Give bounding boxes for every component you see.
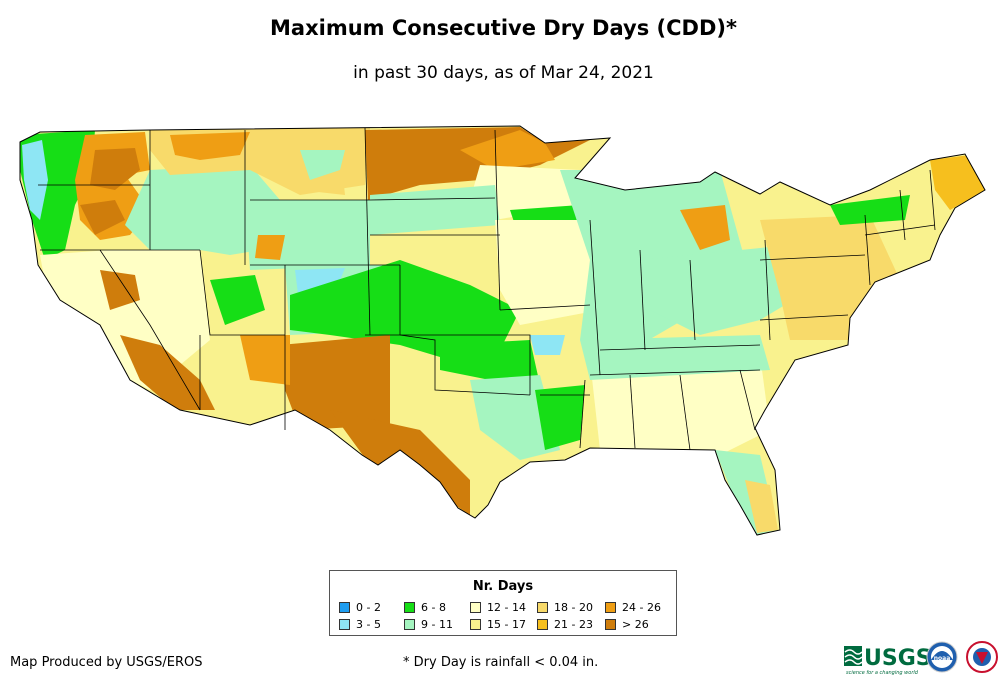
- dry-day-footnote: * Dry Day is rainfall < 0.04 in.: [403, 655, 599, 670]
- legend-swatch: [470, 619, 481, 630]
- region-nm-orange: [240, 335, 290, 385]
- region-mt-mint: [300, 150, 345, 180]
- noaa-text: noaa: [934, 655, 951, 662]
- legend-item-18-20: 18 - 20: [537, 602, 593, 614]
- legend-title: Nr. Days: [472, 579, 534, 594]
- legend-item-15-17: 15 - 17: [470, 619, 526, 631]
- region-wy-orange: [255, 235, 285, 260]
- legend-swatch: [339, 619, 350, 630]
- legend-item-3-5: 3 - 5: [339, 619, 381, 631]
- legend-swatch: [537, 602, 548, 613]
- legend-item-24-26: 24 - 26: [605, 602, 661, 614]
- map-credit: Map Produced by USGS/EROS: [10, 655, 203, 670]
- legend-label: > 26: [622, 618, 649, 631]
- legend-label: 24 - 26: [622, 601, 661, 614]
- legend-item-9-11: 9 - 11: [404, 619, 453, 631]
- legend-swatch: [339, 602, 350, 613]
- region-sw-brown: [120, 335, 215, 410]
- cdd-map: [19, 125, 986, 536]
- region-fl-yellow: [745, 480, 778, 533]
- legend-swatch: [605, 602, 616, 613]
- legend-label: 6 - 8: [421, 601, 446, 614]
- agency-logos: USGS science for a changing world noaa: [844, 641, 998, 676]
- legend-box: Nr. Days 0 - 2 3 - 5 6 - 8 9 - 11 12 - 1…: [329, 570, 677, 636]
- region-ne-green: [830, 195, 910, 225]
- region-id-mint: [125, 165, 280, 255]
- legend-item-21-23: 21 - 23: [537, 619, 593, 631]
- legend-item-over-26: > 26: [605, 619, 649, 631]
- legend-item-12-14: 12 - 14: [470, 602, 526, 614]
- legend-swatch: [404, 602, 415, 613]
- legend-item-6-8: 6 - 8: [404, 602, 446, 614]
- region-ark-cyan: [530, 335, 565, 355]
- usgs-logo: USGS science for a changing world: [844, 646, 932, 676]
- region-mt-orange: [170, 132, 250, 160]
- region-ark-green: [535, 385, 585, 450]
- legend-swatch: [605, 619, 616, 630]
- legend-swatch: [404, 619, 415, 630]
- region-nv-green: [210, 275, 265, 325]
- region-se-light: [590, 355, 770, 455]
- legend-label: 3 - 5: [356, 618, 381, 631]
- legend-label: 15 - 17: [487, 618, 526, 631]
- usgs-tagline: science for a changing world: [846, 670, 919, 676]
- noaa-logo: noaa: [926, 641, 958, 673]
- legend-swatch: [470, 602, 481, 613]
- map-subtitle: in past 30 days, as of Mar 24, 2021: [353, 63, 654, 83]
- nws-logo: [966, 641, 998, 673]
- region-mw-light: [495, 220, 600, 325]
- region-nw-brown: [90, 148, 140, 190]
- legend-label: 0 - 2: [356, 601, 381, 614]
- region-sd-mint: [370, 185, 500, 235]
- legend-label: 21 - 23: [554, 618, 593, 631]
- state-borders: [38, 127, 936, 451]
- legend-label: 18 - 20: [554, 601, 593, 614]
- region-mich-orange: [680, 205, 730, 250]
- legend-swatch: [537, 619, 548, 630]
- region-emt-orange: [460, 130, 555, 170]
- region-nw-brown-2: [80, 200, 125, 235]
- region-basin-brown: [100, 270, 140, 310]
- legend-label: 9 - 11: [421, 618, 453, 631]
- usgs-text: USGS: [864, 646, 932, 671]
- legend-label: 12 - 14: [487, 601, 526, 614]
- region-maine-orange: [930, 155, 985, 210]
- legend-item-0-2: 0 - 2: [339, 602, 381, 614]
- region-sw-brown-2: [280, 335, 390, 430]
- region-nw-cyan: [22, 140, 48, 220]
- map-title: Maximum Consecutive Dry Days (CDD)*: [270, 16, 737, 40]
- region-ohio-mint: [640, 245, 810, 335]
